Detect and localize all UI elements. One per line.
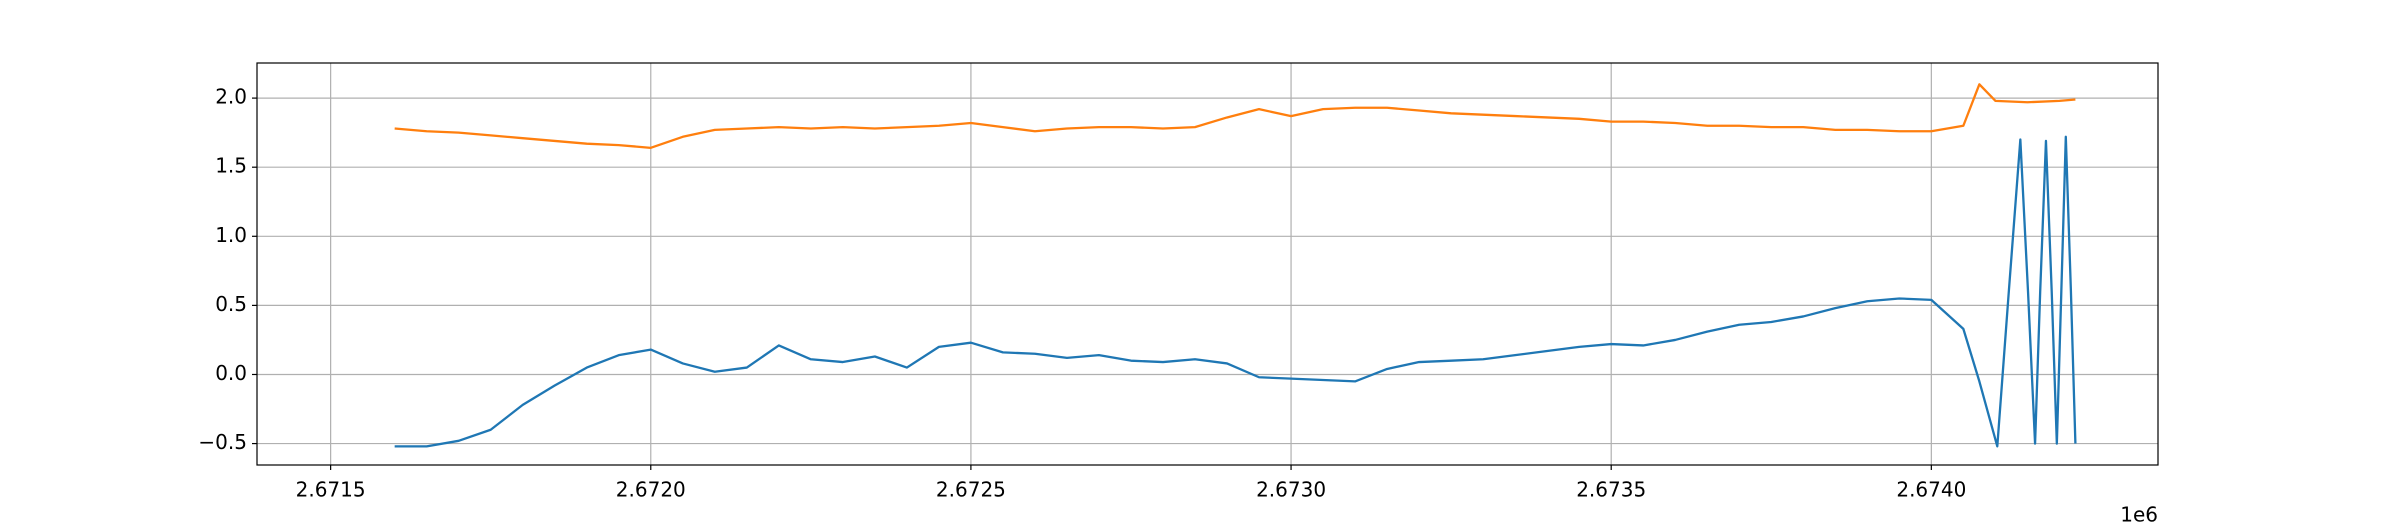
y-tick-label: −0.5 (198, 430, 247, 454)
y-tick-label: 1.0 (215, 223, 247, 247)
x-tick-label: 2.6725 (936, 478, 1006, 502)
y-tick-label: 1.5 (215, 154, 247, 178)
plot-frame (256, 62, 2159, 466)
x-tick-label: 2.6715 (296, 478, 366, 502)
x-tick-label: 2.6740 (1896, 478, 1966, 502)
series-line (394, 135, 2077, 448)
series-line (394, 83, 2076, 149)
x-offset-label: 1e6 (2120, 503, 2158, 525)
y-tick-label: 0.0 (215, 361, 247, 385)
y-tick-label: 0.5 (215, 292, 247, 316)
x-tick-label: 2.6720 (616, 478, 686, 502)
x-tick-label: 2.6730 (1256, 478, 1326, 502)
y-tick-label: 2.0 (215, 85, 247, 109)
x-tick-label: 2.6735 (1576, 478, 1646, 502)
